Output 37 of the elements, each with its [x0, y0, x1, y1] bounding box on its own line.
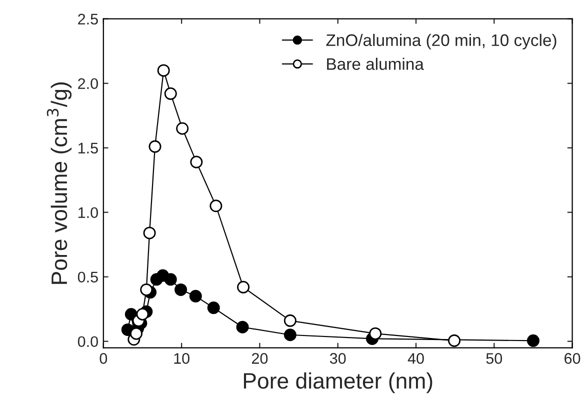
point [284, 328, 296, 342]
x-tick-label: 30 [330, 353, 346, 364]
x-tick-label: 40 [408, 353, 424, 364]
y-tick-label: 2.0 [78, 78, 98, 90]
point [369, 327, 382, 340]
point [236, 320, 249, 334]
point [140, 283, 153, 296]
x-tick-label: 50 [486, 353, 502, 364]
point [157, 64, 170, 77]
y-tick-label: 1.0 [78, 207, 98, 218]
x-axis-title: Pore diameter (nm) [244, 372, 432, 394]
x-tick-label: 10 [174, 353, 190, 364]
point [136, 308, 149, 320]
y-tick-label: 2.5 [78, 14, 98, 25]
point [237, 280, 250, 294]
x-tick-label: 0 [100, 353, 108, 364]
y-axis-title: Pore volume (cm$^{3}$/g) [46, 82, 72, 284]
legend-label: ZnO/alumina (20 min, 10 cycle) [326, 34, 556, 50]
point [448, 334, 461, 347]
point [207, 302, 220, 314]
y-tick-label: 0.0 [78, 336, 98, 348]
point [164, 87, 177, 100]
point [174, 283, 188, 296]
x-tick-label: 20 [252, 353, 268, 364]
point [189, 290, 202, 302]
point [164, 273, 177, 286]
y-tick-label: 0.5 [78, 272, 98, 283]
point [284, 314, 296, 327]
point [190, 156, 203, 168]
point [210, 200, 222, 212]
point [526, 334, 540, 347]
point [176, 122, 189, 135]
x-tick-label: 60 [564, 353, 580, 364]
point [148, 140, 162, 153]
point [143, 226, 156, 240]
y-tick-label: 1.5 [78, 142, 98, 154]
legend-label: Bare alumina [327, 58, 424, 70]
